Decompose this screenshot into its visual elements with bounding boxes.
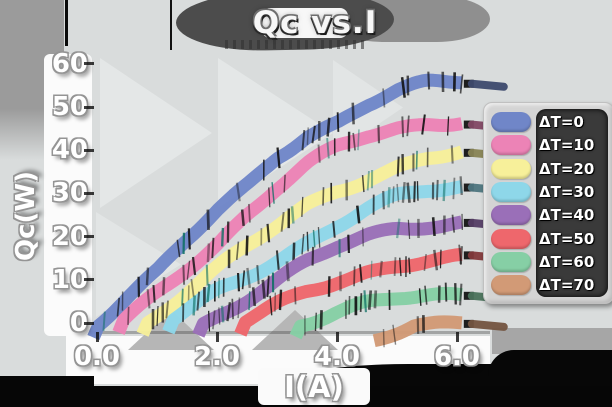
legend-swatch bbox=[491, 275, 531, 296]
x-tick-mark bbox=[335, 332, 339, 342]
y-tick-mark bbox=[84, 235, 94, 239]
legend-item-ΔT=70: ΔT=70 bbox=[484, 274, 612, 296]
legend-label: ΔT=50 bbox=[539, 229, 595, 248]
series-line bbox=[192, 215, 465, 338]
y-tick-label-60: 60 bbox=[51, 48, 88, 79]
series-line bbox=[112, 117, 466, 335]
legend-item-ΔT=10: ΔT=10 bbox=[484, 134, 612, 156]
y-tick-mark bbox=[84, 321, 94, 325]
y-tick-mark bbox=[84, 278, 94, 282]
legend-label: ΔT=20 bbox=[539, 159, 595, 178]
axis-gray-strip bbox=[492, 328, 612, 354]
y-tick-mark bbox=[84, 148, 94, 152]
legend-rows: ΔT=0 ΔT=10 ΔT=20 ΔT=30 ΔT=40 ΔT=50 ΔT=60 ΔT=70 bbox=[484, 103, 612, 303]
legend-swatch bbox=[491, 135, 531, 156]
y-tick-label-30: 30 bbox=[51, 178, 88, 209]
legend-item-ΔT=30: ΔT=30 bbox=[484, 181, 612, 203]
legend-item-ΔT=40: ΔT=40 bbox=[484, 204, 612, 226]
legend-label: ΔT=30 bbox=[539, 182, 595, 201]
title-paper-patch bbox=[262, 8, 348, 38]
legend-label: ΔT=70 bbox=[539, 276, 595, 295]
series-ΔT=0 bbox=[87, 71, 508, 341]
legend-label: ΔT=40 bbox=[539, 206, 595, 225]
x-tick-mark bbox=[95, 332, 99, 342]
legend-label: ΔT=0 bbox=[539, 113, 584, 131]
series-ΔT=30 bbox=[162, 176, 508, 335]
legend-item-ΔT=60: ΔT=60 bbox=[484, 251, 612, 273]
x-tick-label-0.0: 0.0 bbox=[73, 342, 121, 372]
spine-stroke-left bbox=[65, 0, 68, 46]
legend: ΔT=0 ΔT=10 ΔT=20 ΔT=30 ΔT=40 ΔT=50 ΔT=60 ΔT=70 bbox=[483, 102, 612, 304]
y-tick-label-40: 40 bbox=[51, 135, 88, 166]
legend-swatch bbox=[491, 251, 531, 272]
legend-label: ΔT=60 bbox=[539, 252, 595, 271]
series-line bbox=[289, 286, 468, 340]
series-line bbox=[372, 315, 466, 348]
xlabel-paper-patch bbox=[258, 368, 370, 405]
legend-swatch bbox=[491, 205, 531, 226]
series-ΔT=50 bbox=[234, 244, 508, 337]
series-ΔT=70 bbox=[372, 315, 508, 348]
legend-item-ΔT=0: ΔT=0 bbox=[484, 111, 612, 133]
legend-dark-backdrop bbox=[536, 109, 608, 297]
spine-stroke-top bbox=[170, 0, 172, 50]
legend-label: ΔT=10 bbox=[539, 136, 595, 155]
y-tick-mark bbox=[84, 62, 94, 66]
x-axis-label: I(A) bbox=[284, 370, 344, 404]
y-tick-label-20: 20 bbox=[51, 221, 88, 252]
axis-shadow-line bbox=[90, 331, 490, 334]
y-tick-mark bbox=[84, 105, 94, 109]
ytick-paper-patch bbox=[44, 54, 92, 336]
legend-swatch bbox=[491, 181, 531, 202]
title-torn-edge bbox=[225, 40, 365, 49]
legend-swatch bbox=[491, 112, 531, 132]
x-tick-label-2.0: 2.0 bbox=[193, 342, 241, 372]
chart-title: Qc vs.I bbox=[252, 5, 378, 41]
y-tick-label-50: 50 bbox=[51, 92, 88, 123]
y-tick-label-0: 0 bbox=[69, 308, 88, 338]
x-tick-mark bbox=[455, 332, 459, 342]
legend-item-ΔT=50: ΔT=50 bbox=[484, 228, 612, 250]
y-tick-label-10: 10 bbox=[51, 264, 88, 295]
x-tick-mark bbox=[215, 332, 219, 342]
legend-swatch bbox=[491, 158, 531, 179]
x-tick-label-6.0: 6.0 bbox=[433, 342, 481, 372]
y-tick-mark bbox=[84, 191, 94, 195]
series-line bbox=[234, 247, 467, 337]
legend-item-ΔT=20: ΔT=20 bbox=[484, 158, 612, 180]
y-axis-label: Qc(W) bbox=[11, 171, 41, 261]
legend-swatch bbox=[491, 228, 531, 249]
x-tick-label-4.0: 4.0 bbox=[313, 342, 361, 372]
